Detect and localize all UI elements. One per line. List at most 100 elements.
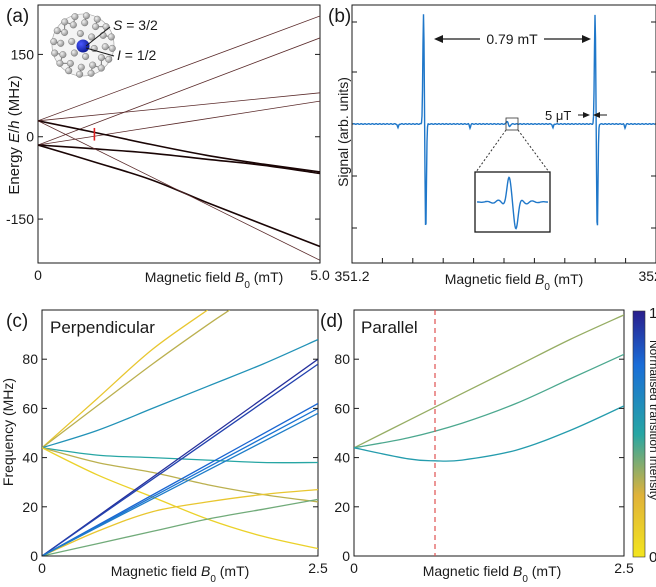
panel-b-xlabel: Magnetic field B0 (mT): [445, 271, 584, 293]
y-tick-label: 60: [22, 400, 38, 416]
zoom-guide-left: [475, 129, 507, 173]
panel-c-axes: 0 2.5 0 20 40 60 80: [22, 351, 328, 576]
carbon-atom: [102, 23, 110, 31]
inset-signal-trace: [477, 176, 548, 230]
splitting-arrowhead-left: [434, 35, 443, 43]
x-tick-label: 0: [34, 267, 42, 283]
carbon-atom: [71, 13, 79, 21]
y-tick-label: 40: [334, 450, 350, 466]
carbon-atom: [61, 28, 69, 36]
transition-line: [42, 412, 318, 556]
energy-level-line: [38, 120, 320, 173]
zoom-box: [505, 117, 519, 131]
carbon-atom: [56, 59, 64, 67]
carbon-atom: [68, 38, 76, 46]
x-tick-label: 0: [350, 560, 358, 576]
panel-a-xlabel: Magnetic field B0 (mT): [145, 269, 284, 291]
linewidth-arrowhead-left: [583, 112, 590, 118]
annotation-nuclear-spin: I = 1/2: [117, 47, 157, 63]
transition-line: [42, 363, 318, 556]
carbon-atom: [65, 67, 73, 75]
energy-level-line: [38, 144, 320, 248]
colorbar-label: Normalised transition intensity: [647, 340, 656, 500]
colorbar-tick-top: 1: [649, 305, 656, 322]
x-tick-label: 5.0: [310, 267, 330, 283]
transition-line: [42, 310, 231, 449]
x-tick-label: 2.5: [308, 560, 328, 576]
transition-line: [354, 353, 624, 449]
energy-level-line: [38, 144, 320, 175]
carbon-atom: [105, 55, 113, 63]
panel-c: (c) Perpendicular 0 2.5 0 20 40 60 80 Frequenc…: [0, 309, 328, 585]
panel-a: (a) 0 5.0 150 0 -150 Energy E/h (MHz) Magnet…: [6, 4, 330, 291]
panel-b-ylabel: Signal (arb. units): [335, 77, 351, 187]
carbon-atom: [76, 70, 84, 78]
spin-pointer-i: [85, 47, 115, 57]
carbon-atom: [77, 63, 85, 71]
panel-a-frame: [37, 4, 321, 264]
transition-line: [354, 405, 624, 462]
x-tick-label: 351.2: [334, 268, 369, 284]
panel-c-xlabel: Magnetic field B0 (mT): [111, 563, 250, 585]
carbon-atom: [81, 19, 89, 27]
colorbar-tick-bottom: 0: [649, 549, 656, 566]
panel-c-ylabel: Frequency (MHz): [0, 378, 16, 486]
x-tick-label: 352.6: [638, 268, 656, 284]
panel-c-title: Perpendicular: [50, 318, 155, 337]
panel-c-label: (c): [6, 311, 28, 332]
carbon-atom: [87, 69, 95, 77]
carbon-atom: [97, 54, 105, 62]
y-tick-label: 0: [26, 129, 34, 145]
transition-line: [42, 447, 318, 464]
carbon-atom: [61, 18, 69, 26]
transition-line: [42, 498, 318, 556]
carbon-atom: [53, 27, 61, 35]
panel-d-title: Parallel: [361, 318, 418, 337]
transition-line: [42, 447, 318, 550]
carbon-atom: [107, 33, 115, 41]
carbon-atom: [97, 64, 105, 72]
carbon-atom: [66, 59, 74, 67]
energy-level-line: [38, 15, 320, 122]
panel-b-label: (b): [328, 6, 351, 27]
nitrogen-core: [76, 39, 90, 53]
y-tick-label: -150: [6, 211, 34, 227]
x-tick-label: 0: [38, 560, 46, 576]
zoom-guide-right: [517, 129, 550, 173]
carbon-atom: [93, 15, 101, 23]
y-tick-label: 80: [334, 351, 350, 367]
annotation-electron-spin: S = 3/2: [113, 17, 158, 33]
energy-level-line: [38, 92, 320, 122]
y-tick-label: 20: [334, 499, 350, 515]
panel-d-xlabel: Magnetic field B0 (mT): [423, 563, 562, 585]
fullerene-cage-icon: [50, 12, 116, 78]
panel-c-frame: [41, 309, 319, 557]
panel-b-axes: 351.2 352.6: [334, 21, 656, 284]
carbon-atom: [92, 23, 100, 31]
y-tick-label: 150: [11, 46, 35, 62]
carbon-atom: [59, 51, 67, 59]
spin-pointer-s: [85, 26, 111, 47]
panel-a-ylabel: Energy E/h (MHz): [6, 75, 23, 194]
panel-d-label: (d): [320, 311, 343, 332]
annotation-linewidth: 5 μT: [545, 108, 571, 123]
colorbar: [632, 310, 646, 558]
carbon-atom: [50, 38, 58, 46]
x-tick-label: 2.5: [614, 560, 634, 576]
energy-level-line: [38, 120, 320, 261]
y-tick-label: 80: [22, 351, 38, 367]
carbon-atom: [57, 39, 65, 47]
y-tick-label: 60: [334, 400, 350, 416]
panel-a-label: (a): [6, 6, 29, 27]
carbon-atom: [51, 49, 59, 57]
linewidth-arrowhead-right: [593, 112, 600, 118]
carbon-atom: [69, 21, 77, 29]
panel-d: (d) Parallel 0 2.5 0 20 40 60 80 Magnetic fiel…: [320, 305, 656, 585]
y-tick-label: 0: [342, 548, 350, 564]
carbon-atom: [101, 43, 109, 51]
annotation-splitting: 0.79 mT: [486, 31, 538, 47]
carbon-atom: [76, 30, 84, 38]
transition-line: [42, 407, 318, 556]
panel-d-frame: [353, 309, 625, 557]
carbon-atom: [89, 61, 97, 69]
